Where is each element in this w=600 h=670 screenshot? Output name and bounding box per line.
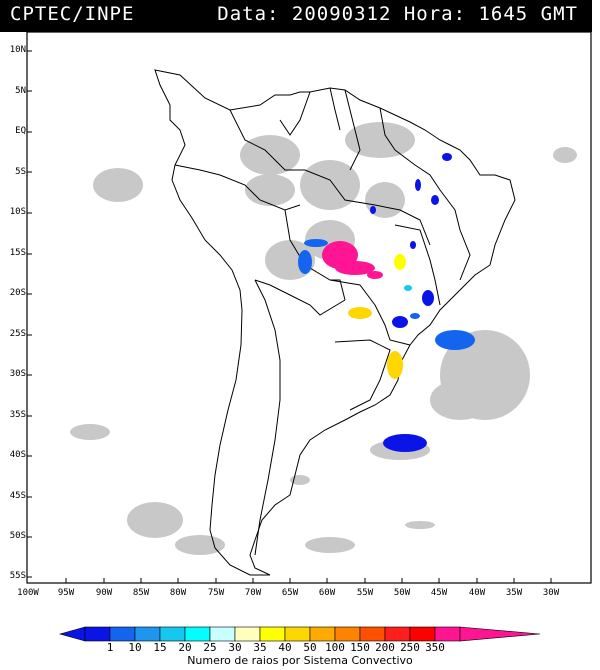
- cloud-cover: [70, 122, 577, 555]
- colorbar-label: 250: [400, 641, 420, 654]
- axis-ticks: [27, 50, 552, 583]
- lat-label-45s: 45S: [9, 491, 26, 501]
- colorbar-label: 350: [425, 641, 445, 654]
- colorbar-label: 100: [325, 641, 345, 654]
- map-header: CPTEC/INPE Data: 20090312 Hora: 1645 GMT: [0, 0, 592, 32]
- lat-label-5n: 5N: [15, 86, 26, 96]
- lat-label-20s: 20S: [9, 288, 26, 298]
- colorbar-swatch: [409, 626, 436, 642]
- lon-label-60w: 60W: [318, 588, 336, 598]
- colorbar-label: 15: [153, 641, 167, 654]
- colorbar-arrow-left: [58, 626, 86, 642]
- colorbar-swatch: [109, 626, 136, 642]
- lon-label-45w: 45W: [430, 588, 448, 598]
- lon-label-70w: 70W: [244, 588, 262, 598]
- agency-title: CPTEC/INPE: [10, 3, 135, 25]
- colorbar-swatch: [134, 626, 161, 642]
- colorbar-swatch: [259, 626, 286, 642]
- lon-label-30w: 30W: [542, 588, 560, 598]
- lon-label-40w: 40W: [468, 588, 486, 598]
- colorbar-swatch: [359, 626, 386, 642]
- colorbar-arrow-right: [459, 626, 541, 642]
- map-frame: [26, 32, 592, 584]
- date-time-label: Data: 20090312 Hora: 1645 GMT: [217, 3, 578, 25]
- lon-label-90w: 90W: [95, 588, 113, 598]
- lat-label-15s: 15S: [9, 248, 26, 258]
- colorbar-label: 50: [303, 641, 317, 654]
- colorbar-swatch: [159, 626, 186, 642]
- lat-label-50s: 50S: [9, 531, 26, 541]
- lat-label-55s: 55S: [9, 571, 26, 581]
- colorbar-label: 40: [278, 641, 292, 654]
- lon-label-50w: 50W: [393, 588, 411, 598]
- lat-label-30s: 30S: [9, 369, 26, 379]
- colorbar-label: 25: [203, 641, 217, 654]
- lon-label-95w: 95W: [57, 588, 75, 598]
- lat-label-35s: 35S: [9, 410, 26, 420]
- convective-systems: [298, 153, 475, 452]
- colorbar-label: 1: [106, 641, 114, 654]
- colorbar-label: 10: [128, 641, 142, 654]
- colorbar-swatch: [384, 626, 411, 642]
- lon-label-75w: 75W: [207, 588, 225, 598]
- lon-label-55w: 55W: [356, 588, 374, 598]
- colorbar-label: 30: [228, 641, 242, 654]
- lat-label-5s: 5S: [15, 167, 26, 177]
- colorbar-swatch: [334, 626, 361, 642]
- lat-label-10n: 10N: [9, 45, 26, 55]
- colorbar-label: 35: [253, 641, 267, 654]
- lat-label-25s: 25S: [9, 329, 26, 339]
- lon-label-80w: 80W: [169, 588, 187, 598]
- colorbar: [58, 626, 541, 642]
- colorbar-swatch: [209, 626, 236, 642]
- lon-label-85w: 85W: [132, 588, 150, 598]
- lat-label-eq: EQ: [15, 126, 26, 136]
- colorbar-swatch: [84, 626, 111, 642]
- colorbar-swatch: [309, 626, 336, 642]
- colorbar-label: 200: [375, 641, 395, 654]
- lon-label-65w: 65W: [281, 588, 299, 598]
- colorbar-swatch: [184, 626, 211, 642]
- lon-label-35w: 35W: [505, 588, 523, 598]
- lat-label-40s: 40S: [9, 450, 26, 460]
- lon-label-100w: 100W: [17, 588, 39, 598]
- colorbar-label: 150: [350, 641, 370, 654]
- lightning-map: [26, 32, 592, 584]
- lat-label-10s: 10S: [9, 207, 26, 217]
- colorbar-title: Numero de raios por Sistema Convectivo: [187, 654, 413, 667]
- colorbar-swatch: [234, 626, 261, 642]
- coastline: [154, 69, 516, 576]
- colorbar-swatch: [284, 626, 311, 642]
- colorbar-label: 20: [178, 641, 192, 654]
- colorbar-swatch: [434, 626, 461, 642]
